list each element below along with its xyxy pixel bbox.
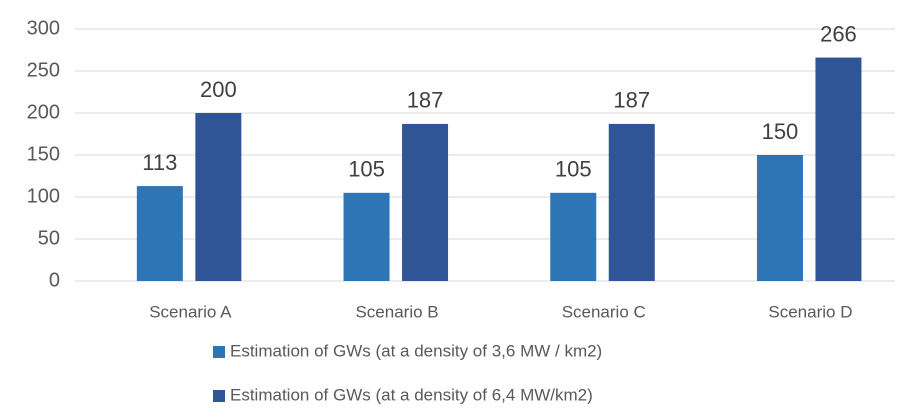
y-tick-label: 100 xyxy=(27,185,60,207)
y-tick-label: 200 xyxy=(27,101,60,123)
bar xyxy=(195,113,242,281)
bar xyxy=(608,123,655,281)
data-label: 105 xyxy=(555,157,592,182)
x-tick-label: Scenario A xyxy=(149,302,232,321)
legend-swatch xyxy=(213,390,225,402)
data-label: 187 xyxy=(407,88,444,113)
bar xyxy=(756,155,803,281)
data-label: 150 xyxy=(762,119,799,144)
legend-swatch xyxy=(213,346,225,358)
data-label: 200 xyxy=(200,77,237,102)
y-tick-label: 0 xyxy=(49,269,60,291)
data-label: 105 xyxy=(348,157,385,182)
y-tick-label: 150 xyxy=(27,143,60,165)
bar xyxy=(550,192,597,281)
bar xyxy=(402,123,449,281)
bar xyxy=(136,186,183,281)
x-tick-label: Scenario D xyxy=(768,302,852,321)
x-tick-label: Scenario B xyxy=(355,302,438,321)
y-tick-label: 300 xyxy=(27,17,60,39)
data-label: 266 xyxy=(820,21,857,46)
legend-label: Estimation of GWs (at a density of 3,6 M… xyxy=(230,341,602,360)
bar xyxy=(343,192,390,281)
bar xyxy=(815,57,862,282)
data-label: 113 xyxy=(142,150,177,175)
legend-label: Estimation of GWs (at a density of 6,4 M… xyxy=(230,385,593,404)
x-tick-label: Scenario C xyxy=(562,302,646,321)
data-label: 187 xyxy=(613,88,650,113)
y-tick-label: 50 xyxy=(38,227,60,249)
y-tick-label: 250 xyxy=(27,59,60,81)
